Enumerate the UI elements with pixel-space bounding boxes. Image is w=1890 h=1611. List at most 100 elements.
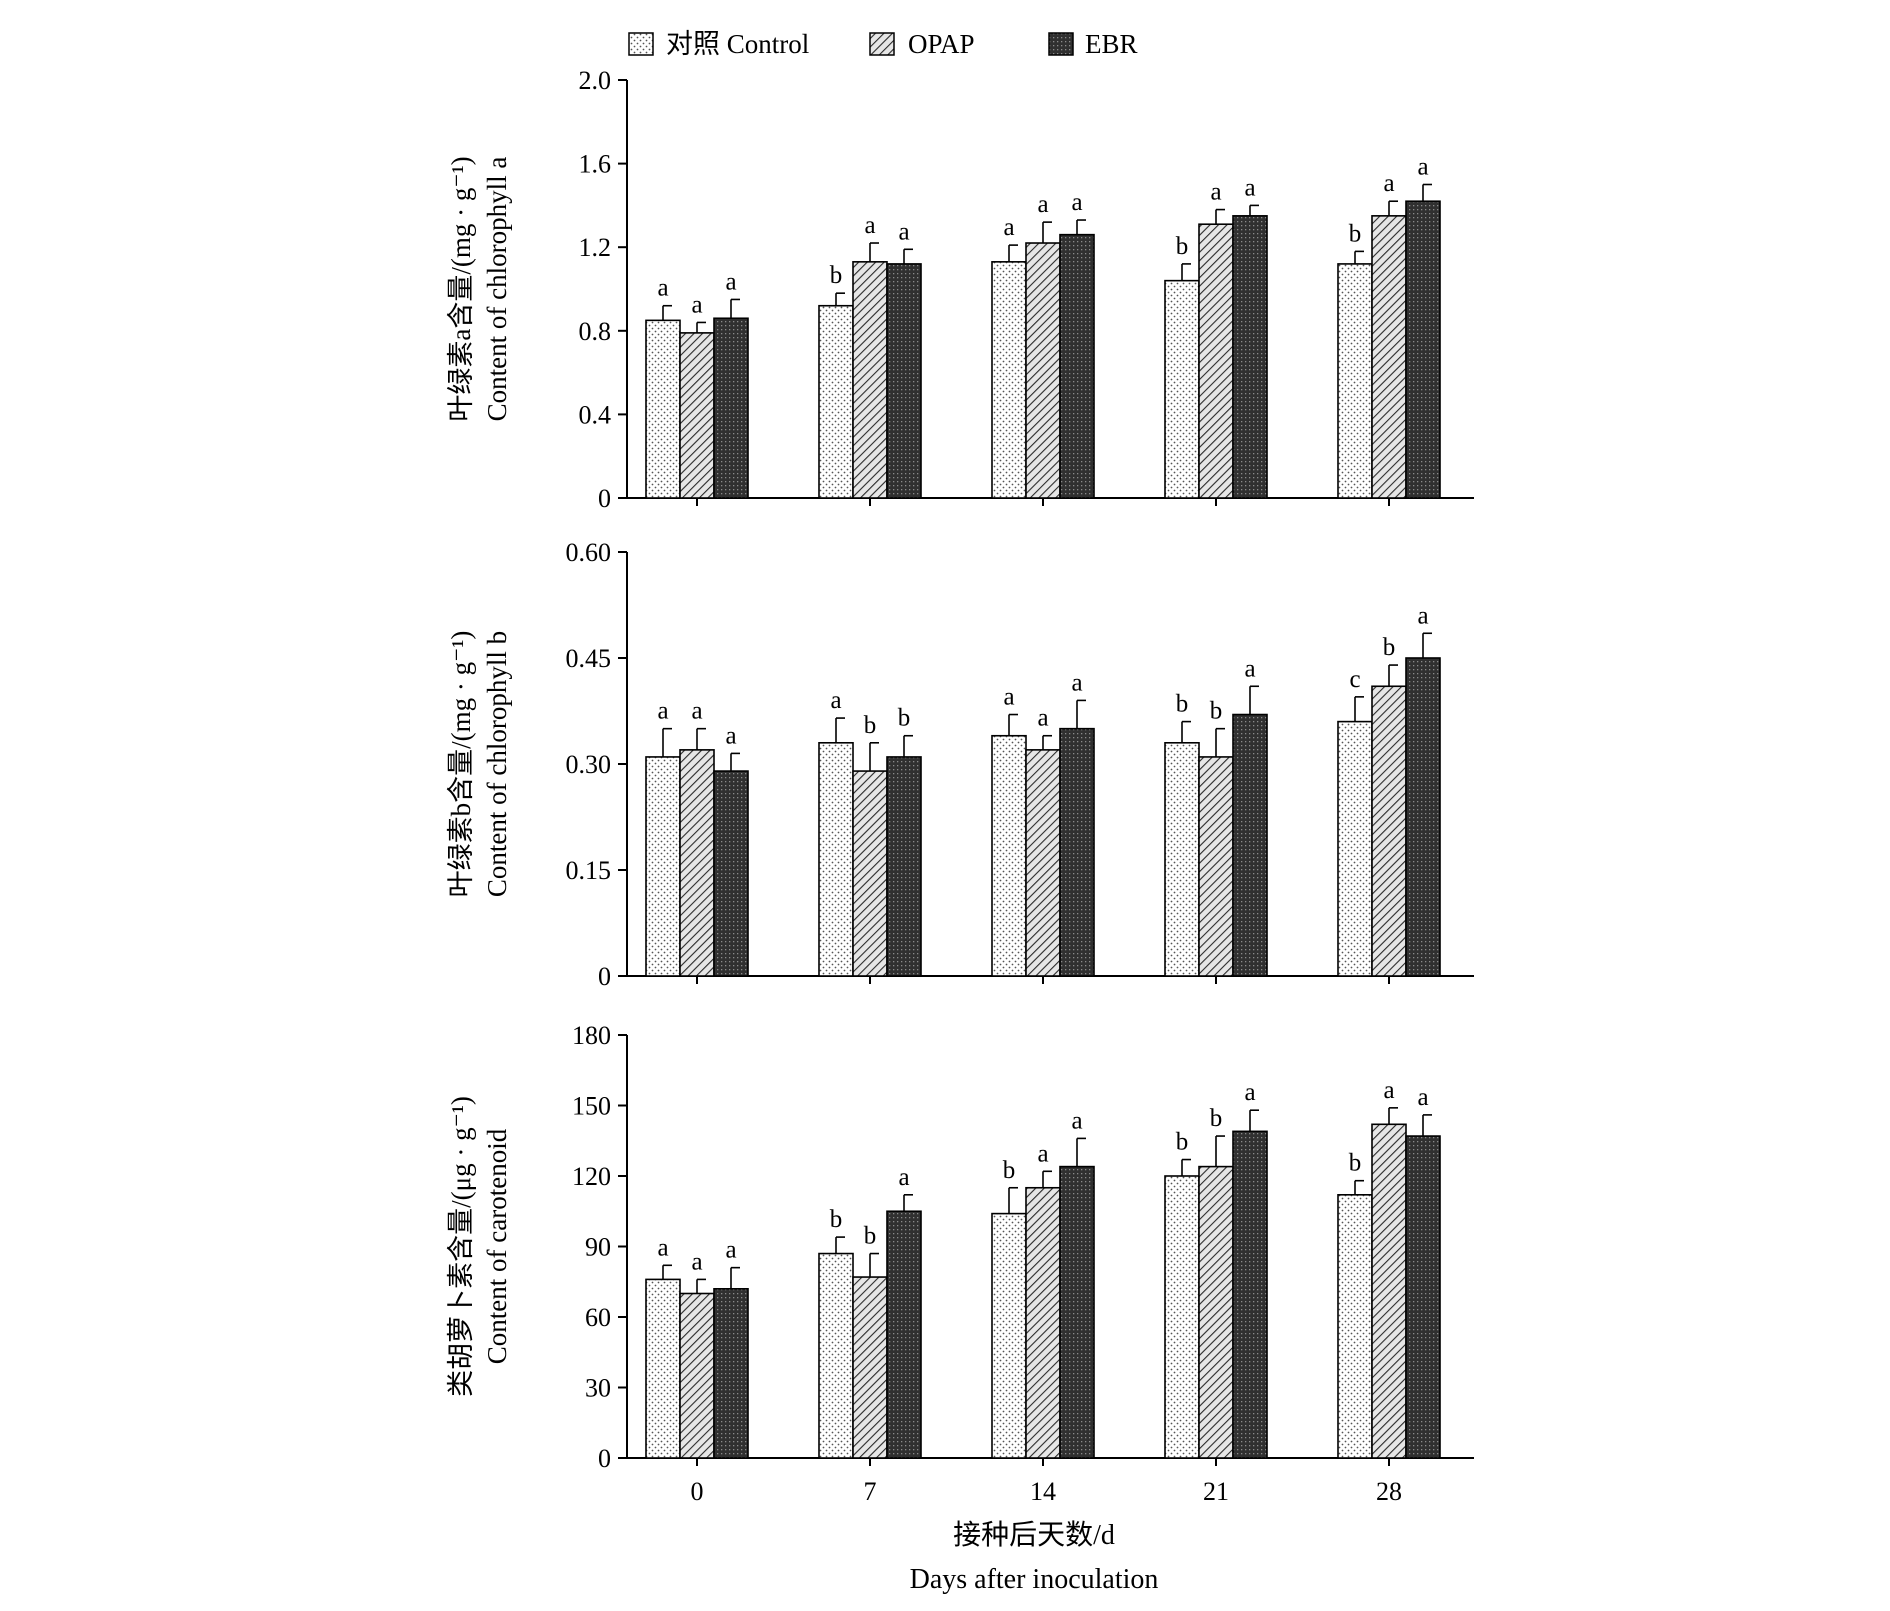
- legend-item-opap: OPAP: [869, 29, 975, 59]
- significance-letter: a: [1244, 174, 1255, 201]
- significance-letter: a: [691, 698, 702, 725]
- bar-control: [818, 741, 854, 977]
- bar-ebr: [1232, 1130, 1268, 1459]
- legend-label-ebr: EBR: [1085, 29, 1138, 59]
- x-axis-category-labels: 0 7 14 21 28: [691, 1477, 1403, 1506]
- x-tick-label: 28: [1376, 1477, 1402, 1506]
- significance-letter: b: [1003, 1157, 1016, 1184]
- panel-carotenoid: 0 30 60 90 120 150 180 类胡萝卜素含量/(μg · g⁻¹) Conten…: [446, 1021, 1474, 1473]
- significance-letter: b: [898, 705, 911, 732]
- significance-letter: a: [1210, 179, 1221, 206]
- bar-ebr: [1232, 713, 1268, 977]
- bar-ebr: [1405, 1135, 1441, 1459]
- significance-letter: b: [864, 712, 877, 739]
- legend-item-ebr: EBR: [1048, 29, 1138, 59]
- y-axis-title-en: Content of chlorophyll a: [482, 157, 512, 422]
- bar-ebr: [886, 1210, 922, 1459]
- y-tick-label: 0.30: [566, 750, 612, 779]
- y-tick-label: 1.2: [579, 233, 612, 262]
- bar-ebr: [1059, 1165, 1095, 1459]
- significance-letter: a: [898, 1164, 909, 1191]
- significance-letter: b: [1349, 1150, 1362, 1177]
- bar-ebr: [1059, 727, 1095, 977]
- bar-control: [645, 1278, 681, 1459]
- y-tick-label: 30: [585, 1374, 611, 1403]
- y-axis-title-cn: 叶绿素a含量/(mg · g⁻¹): [446, 156, 476, 421]
- significance-letter: a: [691, 1248, 702, 1275]
- significance-letter: b: [1349, 220, 1362, 247]
- significance-letter: b: [1210, 698, 1223, 725]
- significance-letter: a: [830, 687, 841, 714]
- y-tick-label: 90: [585, 1233, 611, 1262]
- x-tick-label: 21: [1203, 1477, 1229, 1506]
- significance-letter: c: [1349, 666, 1360, 693]
- significance-letter: b: [1383, 634, 1396, 661]
- bar-control: [1164, 741, 1200, 977]
- significance-letter: a: [1071, 189, 1082, 216]
- bar-ebr: [1405, 200, 1441, 499]
- bar-opap: [1025, 749, 1061, 977]
- y-tick-label: 0: [598, 1444, 611, 1473]
- bar-opap: [1198, 1165, 1234, 1459]
- significance-letter: a: [1071, 1107, 1082, 1134]
- y-axis-title-cn: 类胡萝卜素含量/(μg · g⁻¹): [446, 1096, 476, 1397]
- bar-ebr: [713, 1288, 749, 1459]
- bar-opap: [1198, 223, 1234, 499]
- bar-control: [645, 319, 681, 499]
- y-tick-label: 1.6: [579, 150, 612, 179]
- bar-control: [1164, 279, 1200, 499]
- significance-letter: b: [830, 262, 843, 289]
- significance-letter: b: [830, 1206, 843, 1233]
- y-tick-label: 180: [572, 1021, 611, 1050]
- y-tick-label: 0: [598, 962, 611, 991]
- significance-letter: a: [725, 268, 736, 295]
- bar-ebr: [1059, 233, 1095, 499]
- y-tick-label: 0: [598, 484, 611, 513]
- bar-opap: [679, 749, 715, 977]
- panel-chlorophyll-b: 0 0.15 0.30 0.45 0.60 叶绿素b含量/(mg · g⁻¹) Conten…: [446, 538, 1474, 991]
- significance-letter: a: [1037, 705, 1048, 732]
- bar-ebr: [886, 263, 922, 499]
- bar-opap: [1371, 215, 1407, 499]
- bar-ebr: [1232, 215, 1268, 499]
- x-tick-label: 7: [864, 1477, 877, 1506]
- significance-letter: a: [725, 1237, 736, 1264]
- significance-letter: a: [1417, 1084, 1428, 1111]
- x-tick-label: 14: [1030, 1477, 1056, 1506]
- significance-letter: a: [1071, 669, 1082, 696]
- bar-opap: [1025, 1186, 1061, 1459]
- significance-letter: a: [1417, 602, 1428, 629]
- significance-letter: a: [657, 1234, 668, 1261]
- significance-letter: a: [1383, 1077, 1394, 1104]
- bar-opap: [1198, 756, 1234, 977]
- significance-letter: a: [1383, 170, 1394, 197]
- x-axis-title-en: Days after inoculation: [910, 1564, 1159, 1595]
- y-tick-label: 0.4: [579, 400, 612, 429]
- significance-letter: b: [1176, 1129, 1189, 1156]
- bar-opap: [852, 1276, 888, 1459]
- significance-letter: a: [657, 698, 668, 725]
- significance-letter: b: [864, 1223, 877, 1250]
- legend: 对照 Control OPAP EBR: [628, 29, 1138, 59]
- y-tick-label: 0.60: [566, 538, 612, 567]
- y-tick-label: 150: [572, 1092, 611, 1121]
- bar-control: [1337, 1194, 1373, 1459]
- bar-ebr: [1405, 657, 1441, 977]
- significance-letter: a: [864, 212, 875, 239]
- y-axis-title-en: Content of carotenoid: [482, 1128, 512, 1364]
- bar-control: [991, 261, 1027, 499]
- significance-letter: a: [691, 291, 702, 318]
- y-tick-label: 120: [572, 1162, 611, 1191]
- significance-letter: a: [725, 722, 736, 749]
- y-tick-label: 0.15: [566, 856, 612, 885]
- panel-chlorophyll-a: 0 0.4 0.8 1.2 1.6 2.0 叶绿素a含量/(mg · g⁻¹) Content…: [446, 66, 1474, 513]
- significance-letter: b: [1210, 1105, 1223, 1132]
- bar-control: [991, 734, 1027, 977]
- y-tick-label: 60: [585, 1303, 611, 1332]
- legend-item-control: 对照 Control: [628, 29, 809, 59]
- significance-letter: a: [1037, 191, 1048, 218]
- bar-ebr: [713, 317, 749, 499]
- significance-letter: a: [1037, 1140, 1048, 1167]
- bar-opap: [679, 332, 715, 499]
